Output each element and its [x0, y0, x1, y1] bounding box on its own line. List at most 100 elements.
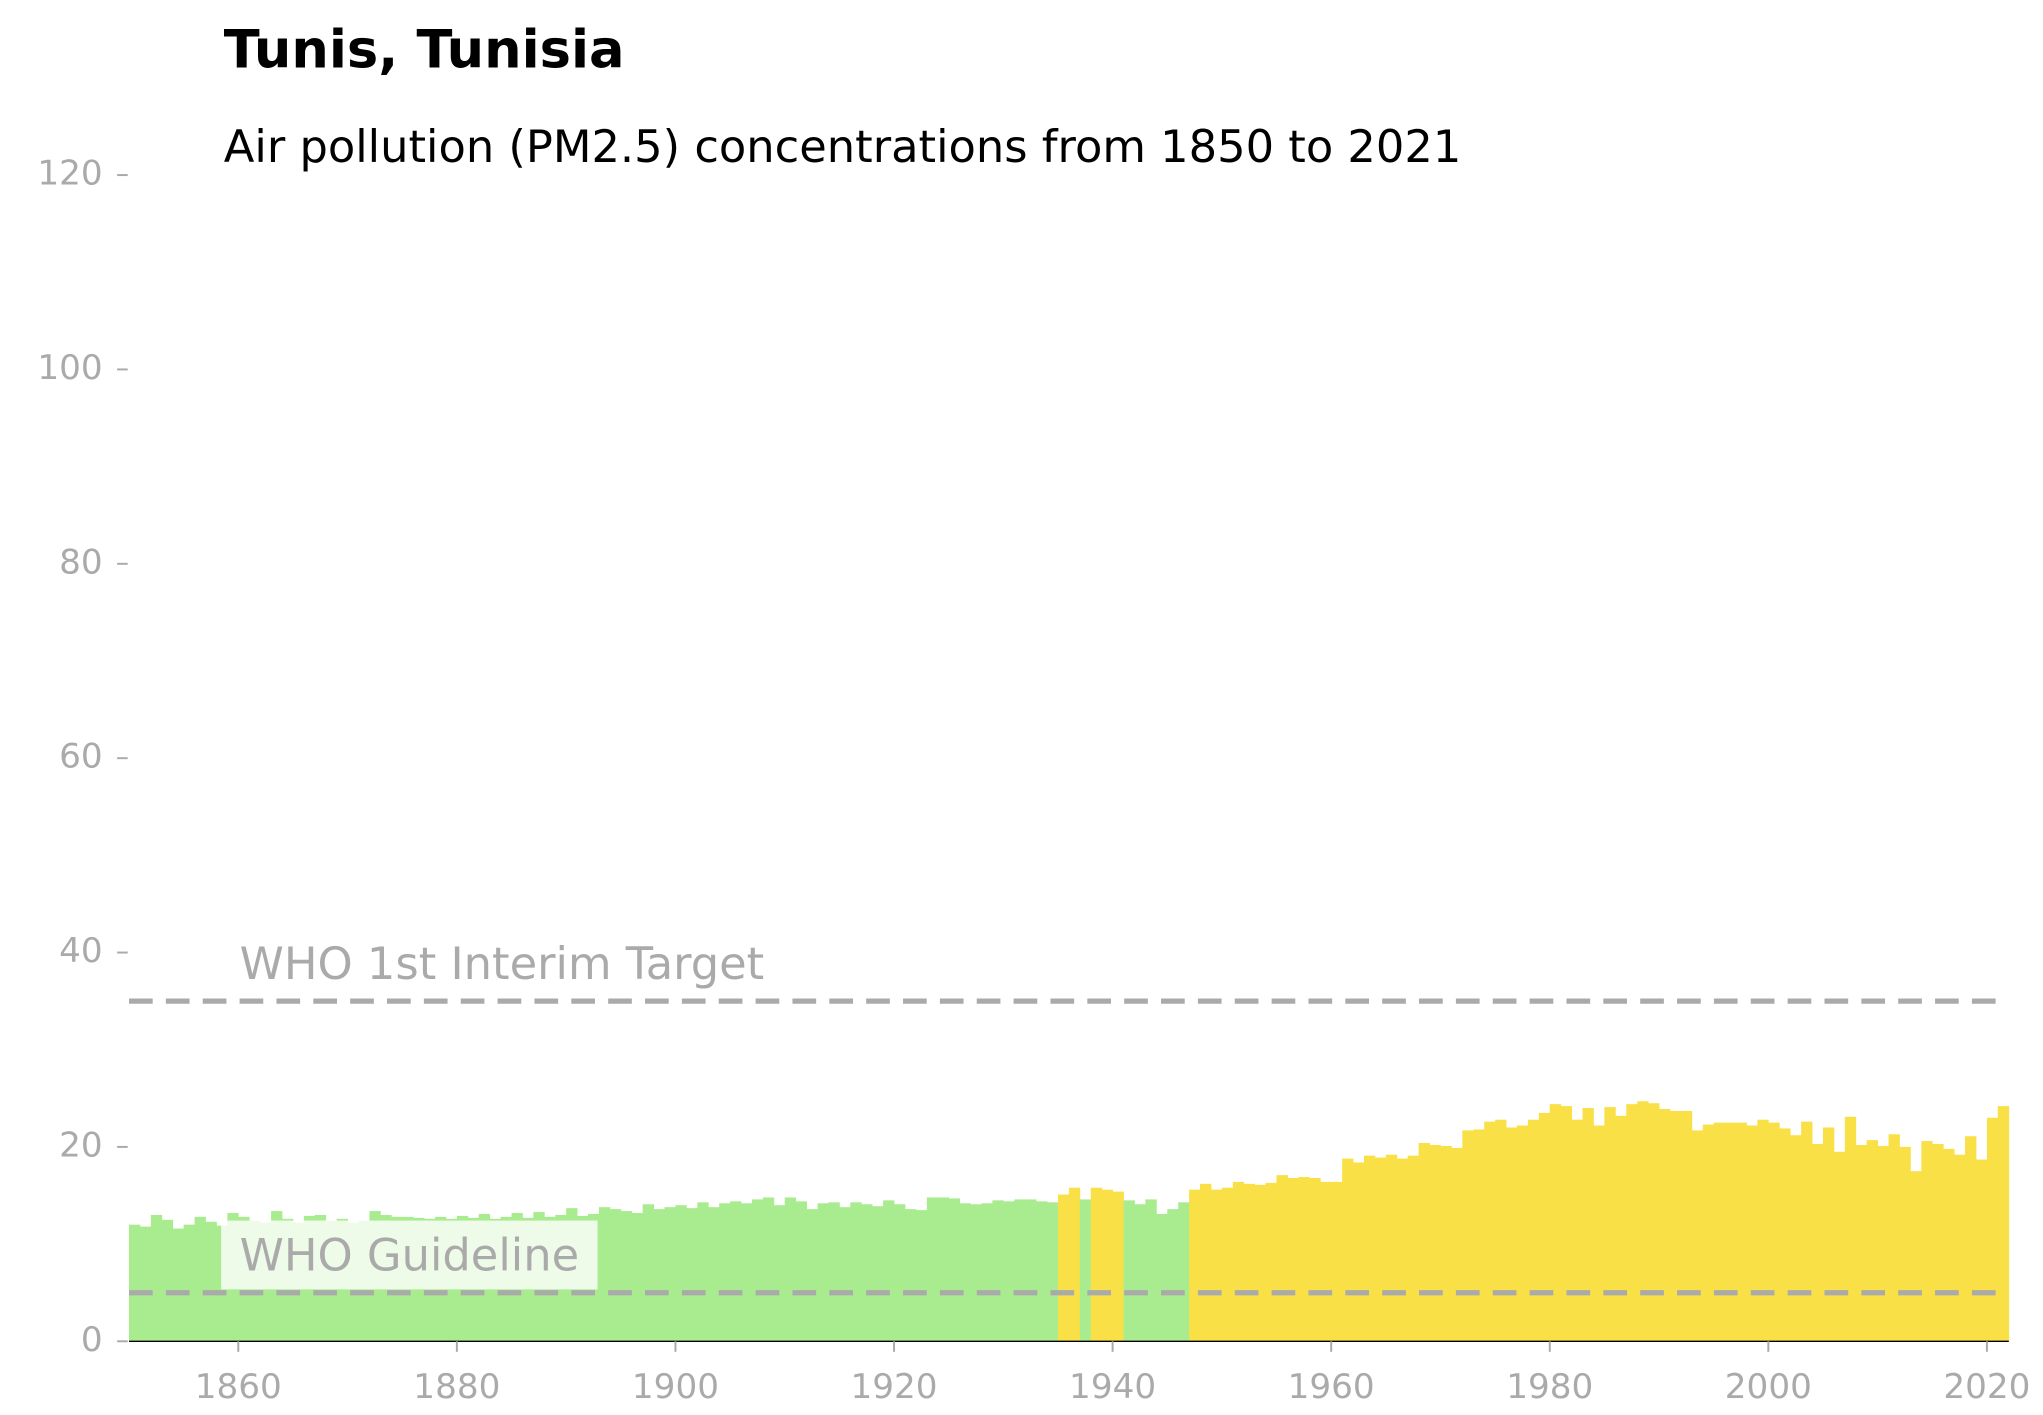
- bar: [1090, 1187, 1103, 1342]
- chart-title: Tunis, Tunisia: [224, 19, 625, 80]
- bar: [1506, 1127, 1518, 1342]
- bar: [631, 1213, 644, 1342]
- bar: [598, 1207, 611, 1342]
- bar: [1516, 1125, 1529, 1342]
- bar: [1965, 1136, 1977, 1342]
- bar: [1495, 1119, 1507, 1342]
- bar: [609, 1209, 622, 1342]
- bar: [1626, 1104, 1638, 1342]
- bar: [1221, 1187, 1234, 1342]
- bar: [1822, 1127, 1835, 1342]
- bar: [1342, 1158, 1354, 1342]
- bar: [1932, 1144, 1944, 1342]
- bar: [1997, 1106, 2010, 1342]
- y-tick-label: 20: [59, 1125, 103, 1165]
- bar: [1243, 1183, 1256, 1342]
- bar: [773, 1205, 786, 1342]
- bar: [1363, 1155, 1376, 1342]
- bar: [1385, 1154, 1398, 1342]
- bar: [1353, 1162, 1365, 1342]
- bar: [1954, 1154, 1966, 1342]
- bar: [1484, 1121, 1496, 1342]
- label-background: [221, 1220, 598, 1290]
- bar: [937, 1197, 950, 1342]
- bar: [1659, 1109, 1671, 1342]
- bar: [1899, 1146, 1911, 1342]
- bar: [1047, 1202, 1059, 1342]
- bar: [1101, 1189, 1113, 1342]
- bar: [1691, 1130, 1704, 1342]
- bar: [1975, 1159, 1988, 1342]
- bar: [828, 1202, 840, 1342]
- bar: [1604, 1107, 1616, 1342]
- bar: [620, 1211, 633, 1342]
- bar: [1276, 1175, 1288, 1342]
- bar: [894, 1204, 906, 1342]
- bar: [872, 1206, 884, 1342]
- bar: [1648, 1103, 1660, 1342]
- bar: [1768, 1122, 1780, 1342]
- bar: [1527, 1119, 1540, 1342]
- bar: [1735, 1122, 1747, 1342]
- bar: [1702, 1124, 1715, 1342]
- bar: [719, 1203, 731, 1342]
- bar: [1167, 1209, 1179, 1342]
- bar: [741, 1203, 753, 1342]
- bar: [653, 1209, 665, 1342]
- bar: [161, 1219, 174, 1342]
- bar: [915, 1210, 928, 1342]
- bar: [1210, 1189, 1223, 1342]
- bar: [642, 1204, 654, 1342]
- bar: [992, 1200, 1004, 1342]
- bar: [1134, 1204, 1146, 1342]
- bar: [1877, 1145, 1889, 1342]
- bar: [1866, 1140, 1879, 1342]
- x-tick-label: 1960: [1288, 1367, 1375, 1407]
- bar: [850, 1202, 862, 1342]
- bar: [1254, 1184, 1267, 1342]
- reference-label: WHO 1st Interim Target: [240, 937, 765, 990]
- bar: [1669, 1110, 1682, 1342]
- bar: [784, 1197, 797, 1342]
- bar: [817, 1203, 829, 1342]
- bar: [1178, 1202, 1190, 1342]
- bar: [1680, 1110, 1693, 1342]
- bar: [1189, 1189, 1201, 1342]
- y-tick-label: 0: [81, 1320, 103, 1360]
- bar: [1232, 1181, 1245, 1342]
- bar: [686, 1208, 698, 1342]
- bar: [806, 1209, 818, 1342]
- x-tick-label: 1880: [413, 1367, 500, 1407]
- chart-subtitle: Air pollution (PM2.5) concentrations fro…: [224, 120, 1462, 173]
- bar: [904, 1209, 917, 1342]
- bar: [1396, 1158, 1409, 1342]
- bar: [1156, 1213, 1168, 1342]
- bar: [1331, 1181, 1343, 1342]
- bar: [1287, 1178, 1299, 1342]
- x-tick-label: 1980: [1506, 1367, 1593, 1407]
- reference-label: WHO Guideline: [240, 1228, 580, 1281]
- bar: [1757, 1119, 1769, 1342]
- bar: [139, 1226, 152, 1342]
- bar: [1036, 1201, 1048, 1342]
- bar: [1068, 1187, 1081, 1342]
- bar: [751, 1199, 764, 1342]
- bar: [1560, 1106, 1573, 1342]
- bar: [839, 1207, 851, 1342]
- bar: [883, 1200, 895, 1342]
- bar: [861, 1204, 873, 1342]
- bar: [981, 1203, 993, 1342]
- bar: [129, 1224, 141, 1342]
- bar: [1014, 1199, 1026, 1342]
- bar: [730, 1201, 742, 1342]
- bar: [1888, 1134, 1900, 1342]
- y-tick-label: 100: [37, 348, 102, 388]
- bar: [664, 1207, 676, 1342]
- bar: [1943, 1148, 1955, 1342]
- bar: [795, 1201, 807, 1342]
- bar: [1910, 1171, 1922, 1342]
- bar: [1986, 1117, 1999, 1342]
- bar: [1855, 1144, 1868, 1342]
- y-tick-label: 120: [37, 154, 102, 194]
